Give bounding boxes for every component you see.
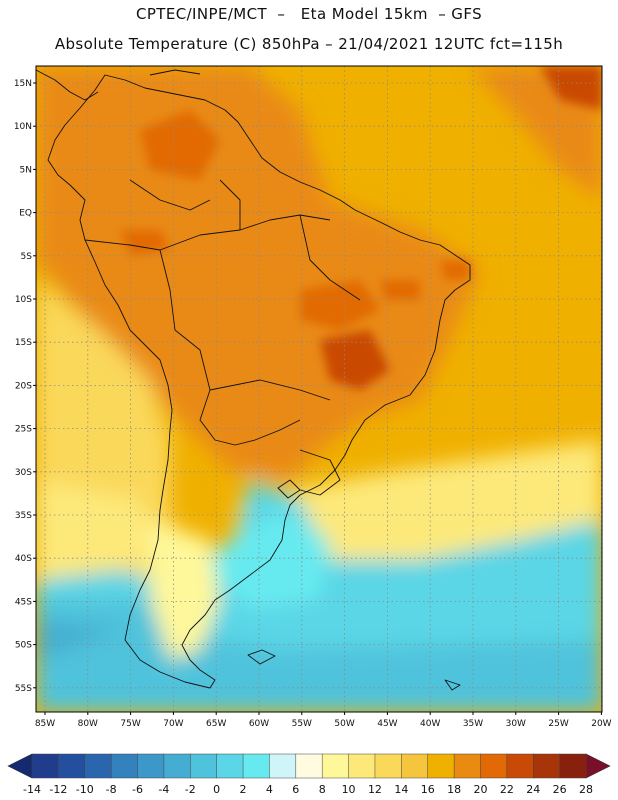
central-america-coast xyxy=(35,69,99,101)
colorbar-swatch xyxy=(401,753,429,779)
colorbar-swatch xyxy=(348,753,376,779)
colorbar-label: 24 xyxy=(526,783,540,796)
lon-label: 45W xyxy=(377,719,397,729)
temperature-field xyxy=(36,66,602,712)
lon-label: 75W xyxy=(120,719,140,729)
lon-label: 85W xyxy=(35,719,55,729)
colorbar-low-arrow xyxy=(7,753,33,779)
colorbar-swatch xyxy=(506,753,534,779)
colorbar-swatch xyxy=(480,753,508,779)
la-plata-estuary xyxy=(277,479,301,499)
colorbar-label: -12 xyxy=(49,783,67,796)
colorbar-swatch xyxy=(559,753,587,779)
colorbar-label: 4 xyxy=(266,783,273,796)
lon-label: 65W xyxy=(206,719,226,729)
lat-label: 10S xyxy=(15,295,32,305)
colorbar-swatch xyxy=(295,753,323,779)
colorbar-swatch xyxy=(242,753,270,779)
lat-label: 50S xyxy=(15,641,32,651)
lat-label: 40S xyxy=(15,554,32,564)
colorbar-label: 8 xyxy=(319,783,326,796)
lon-label: 20W xyxy=(591,719,611,729)
colorbar: -14 -12 -10 -8 -6 -4 -2 0 2 4 6 8 10 12 14 16 18 20 22 24 26… xyxy=(7,753,611,796)
lat-label: EQ xyxy=(19,209,32,219)
lon-label: 60W xyxy=(249,719,269,729)
chart-title-line-1: CPTEC/INPE/MCT – Eta Model 15km – GFS xyxy=(135,5,483,23)
colorbar-swatch xyxy=(216,753,244,779)
lat-label: 55S xyxy=(15,684,32,694)
colorbar-swatch xyxy=(532,753,561,779)
colorbar-label: -14 xyxy=(23,783,41,796)
lat-label: 15S xyxy=(15,338,32,348)
colorbar-label: -4 xyxy=(158,783,169,796)
lon-label: 55W xyxy=(292,719,312,729)
colorbar-label: 0 xyxy=(213,783,220,796)
lat-label: 5N xyxy=(20,165,32,175)
colorbar-label: 16 xyxy=(421,783,435,796)
falkland-islands xyxy=(247,649,276,665)
colorbar-label: 26 xyxy=(553,783,567,796)
chart-title-line-2: Absolute Temperature (C) 850hPa – 21/04/… xyxy=(54,35,564,53)
lon-label: 70W xyxy=(163,719,183,729)
colorbar-label: 12 xyxy=(368,783,382,796)
colorbar-label: 2 xyxy=(240,783,247,796)
colorbar-swatch xyxy=(163,753,191,779)
lat-label: 35S xyxy=(15,511,32,521)
colorbar-label: 22 xyxy=(500,783,514,796)
colorbar-swatch xyxy=(31,753,59,779)
colorbar-label: 20 xyxy=(473,783,487,796)
lat-label: 30S xyxy=(15,468,32,478)
colorbar-label: 10 xyxy=(342,783,356,796)
map-frame xyxy=(35,65,603,713)
lon-label: 80W xyxy=(78,719,98,729)
lat-label: 45S xyxy=(15,597,32,607)
lat-label: 25S xyxy=(15,425,32,435)
colorbar-label: 14 xyxy=(394,783,408,796)
colorbar-label: -8 xyxy=(106,783,117,796)
colorbar-label: 28 xyxy=(579,783,593,796)
colorbar-swatch xyxy=(453,753,482,779)
lon-label: 30W xyxy=(506,719,526,729)
colorbar-swatch xyxy=(84,753,112,779)
lat-label: 5S xyxy=(21,252,33,262)
longitude-labels: 85W 80W 75W 70W 65W 60W 55W 50W 45W 40W 35W 30W 25W 2… xyxy=(35,712,612,729)
caribbean-islands xyxy=(149,69,201,76)
lon-label: 40W xyxy=(420,719,440,729)
colorbar-swatch xyxy=(427,753,455,779)
coastline-and-borders xyxy=(35,69,471,691)
south-georgia xyxy=(444,679,461,691)
colorbar-swatch xyxy=(321,753,350,779)
colorbar-swatch xyxy=(190,753,218,779)
lat-label: 10N xyxy=(14,122,32,132)
country-borders xyxy=(84,179,361,446)
colorbar-swatch xyxy=(137,753,165,779)
uruguay-border xyxy=(299,449,341,496)
colorbar-label: 6 xyxy=(292,783,299,796)
south-america-coastline xyxy=(47,74,471,689)
colorbar-swatch xyxy=(110,753,139,779)
latitude-labels: 15N 10N 5N EQ 5S 10S 15S 20S 25S 30S 35S 40S 45S 50S 5… xyxy=(14,79,36,694)
colorbar-label: -10 xyxy=(76,783,94,796)
colorbar-swatch xyxy=(374,753,402,779)
lat-label: 15N xyxy=(14,79,32,89)
colorbar-swatch xyxy=(269,753,297,779)
colorbar-label: -6 xyxy=(132,783,143,796)
colorbar-label: 18 xyxy=(447,783,461,796)
lon-label: 50W xyxy=(334,719,354,729)
lon-label: 25W xyxy=(548,719,568,729)
colorbar-swatch xyxy=(58,753,86,779)
colorbar-label: -2 xyxy=(185,783,196,796)
lon-label: 35W xyxy=(463,719,483,729)
colorbar-high-arrow xyxy=(585,753,611,779)
lat-label: 20S xyxy=(15,381,32,391)
